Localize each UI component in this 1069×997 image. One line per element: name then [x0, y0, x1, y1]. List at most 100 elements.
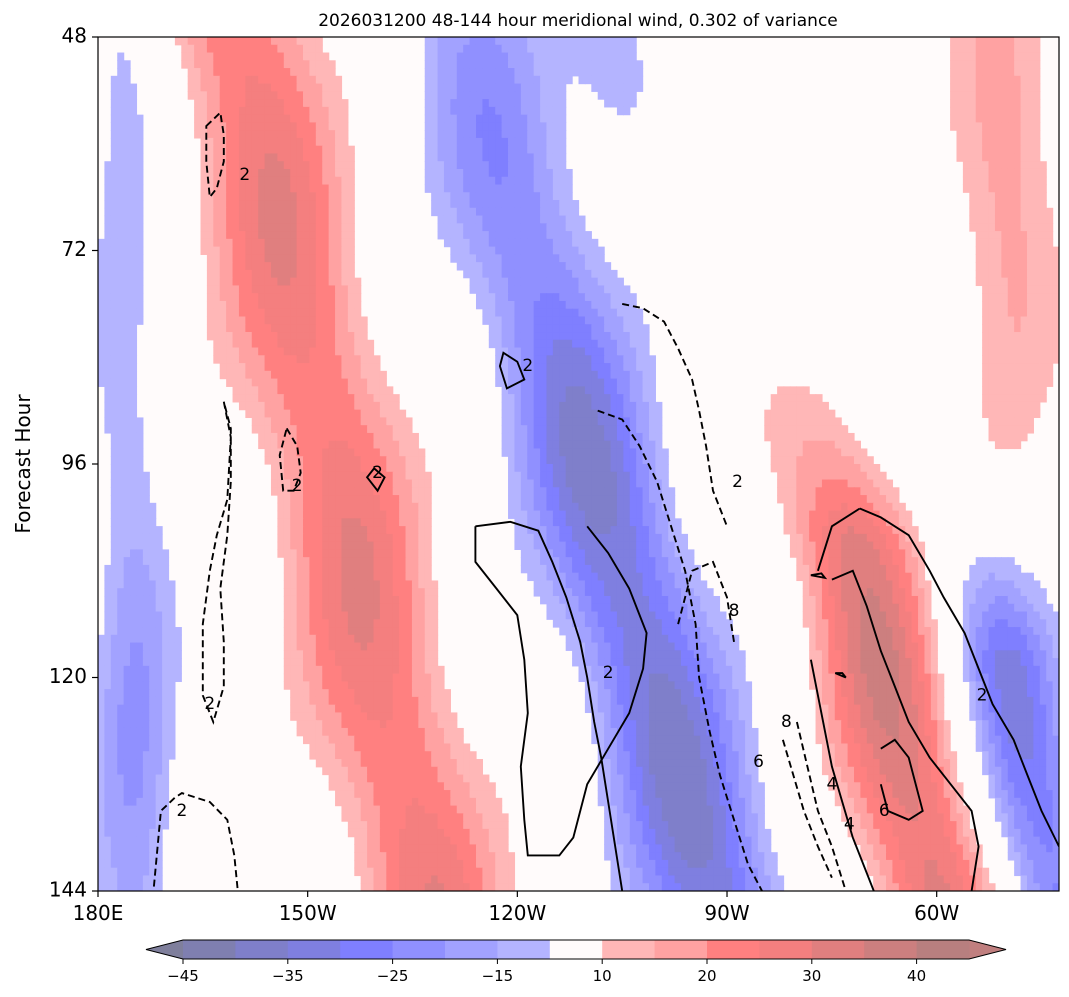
wind-cell — [104, 238, 112, 248]
wind-cell — [187, 37, 195, 46]
wind-cell — [565, 409, 573, 419]
wind-cell — [565, 254, 573, 263]
wind-cell — [565, 386, 573, 395]
wind-cell — [456, 114, 464, 123]
wind-cell — [501, 153, 509, 162]
wind-cell — [1039, 192, 1047, 201]
wind-cell — [303, 557, 311, 566]
wind-cell — [290, 293, 298, 302]
wind-cell — [251, 91, 259, 100]
wind-cell — [303, 417, 311, 426]
wind-cell — [277, 238, 285, 248]
wind-cell — [219, 68, 227, 77]
wind-cell — [847, 432, 855, 442]
wind-cell — [277, 44, 285, 54]
wind-cell — [508, 223, 516, 232]
wind-cell — [1014, 137, 1022, 147]
wind-cell — [219, 355, 227, 364]
wind-cell — [584, 300, 592, 310]
wind-cell — [392, 464, 400, 473]
wind-cell — [892, 526, 900, 535]
wind-cell — [219, 363, 227, 372]
wind-cell — [264, 122, 272, 131]
wind-cell — [296, 510, 304, 519]
wind-cell — [572, 425, 580, 434]
wind-cell — [853, 518, 861, 527]
wind-cell — [815, 464, 823, 473]
wind-cell — [495, 231, 503, 240]
wind-cell — [520, 231, 528, 240]
wind-cell — [379, 495, 387, 504]
wind-cell — [1026, 44, 1034, 54]
wind-cell — [1020, 145, 1028, 155]
wind-cell — [315, 401, 323, 411]
wind-cell — [463, 192, 471, 201]
wind-cell — [636, 557, 644, 566]
wind-cell — [565, 425, 573, 434]
wind-cell — [437, 207, 445, 217]
wind-cell — [527, 370, 535, 380]
wind-cell — [251, 370, 259, 380]
wind-cell — [616, 409, 624, 419]
wind-cell — [450, 75, 458, 85]
wind-cell — [815, 510, 823, 519]
wind-cell — [443, 68, 451, 77]
wind-cell — [501, 215, 509, 224]
wind-cell — [456, 44, 464, 54]
wind-cell — [1007, 347, 1015, 356]
wind-cell — [597, 440, 605, 450]
wind-cell — [597, 83, 605, 92]
wind-cell — [994, 370, 1002, 380]
wind-cell — [616, 99, 624, 108]
wind-cell — [258, 417, 266, 426]
wind-cell — [572, 44, 580, 54]
wind-cell — [213, 262, 221, 271]
wind-cell — [527, 52, 535, 61]
wind-cell — [1001, 176, 1009, 186]
wind-cell — [347, 456, 355, 465]
wind-cell — [648, 541, 656, 550]
wind-cell — [1014, 106, 1022, 116]
wind-cell — [501, 168, 509, 178]
wind-cell — [527, 223, 535, 232]
wind-cell — [1046, 293, 1054, 302]
wind-cell — [552, 339, 560, 349]
wind-cell — [1020, 91, 1028, 100]
wind-cell — [591, 52, 599, 61]
wind-cell — [584, 448, 592, 457]
wind-cell — [270, 130, 278, 139]
wind-cell — [552, 44, 560, 54]
wind-cell — [584, 262, 592, 271]
wind-cell — [1026, 200, 1034, 209]
wind-cell — [578, 510, 586, 519]
wind-cell — [597, 308, 605, 318]
wind-cell — [982, 223, 990, 232]
wind-cell — [328, 153, 336, 162]
wind-cell — [597, 401, 605, 411]
wind-cell — [520, 518, 528, 527]
wind-cell — [578, 363, 586, 372]
wind-cell — [264, 231, 272, 240]
wind-cell — [584, 277, 592, 287]
wind-cell — [98, 347, 106, 356]
wind-cell — [578, 44, 586, 54]
wind-cell — [392, 440, 400, 450]
wind-cell — [597, 580, 605, 589]
wind-cell — [328, 495, 336, 504]
wind-cell — [1014, 316, 1022, 325]
wind-cell — [642, 464, 650, 473]
wind-cell — [238, 60, 246, 69]
wind-cell — [873, 479, 881, 488]
wind-cell — [552, 114, 560, 123]
wind-cell — [610, 308, 618, 318]
wind-cell — [213, 215, 221, 224]
wind-cell — [258, 130, 266, 139]
wind-cell — [341, 200, 349, 209]
wind-cell — [821, 572, 829, 582]
wind-cell — [328, 192, 336, 201]
wind-cell — [655, 417, 663, 426]
wind-cell — [642, 541, 650, 550]
wind-cell — [213, 192, 221, 201]
wind-cell — [501, 231, 509, 240]
wind-cell — [238, 355, 246, 364]
